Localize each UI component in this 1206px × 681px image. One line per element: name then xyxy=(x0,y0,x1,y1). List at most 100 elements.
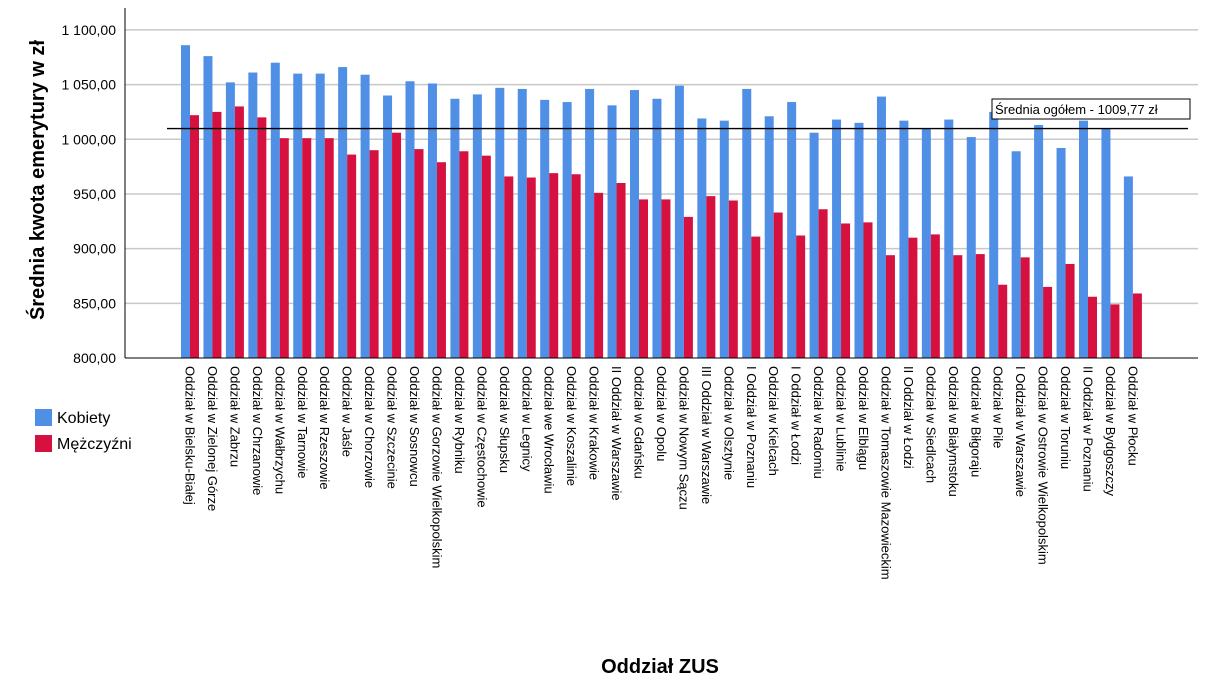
bar-kobiety xyxy=(383,95,393,358)
bar-kobiety xyxy=(360,74,370,358)
x-category-label: Oddział w Jaśle xyxy=(340,366,355,457)
bar-mezczyzni xyxy=(414,149,424,358)
x-category-label: Oddział w Siedlcach xyxy=(923,366,938,483)
bar-kobiety xyxy=(1011,151,1021,358)
bar-kobiety xyxy=(764,116,774,358)
bar-mezczyzni xyxy=(751,236,761,358)
bar-mezczyzni xyxy=(369,150,379,358)
bar-kobiety xyxy=(1101,128,1111,358)
bar-mezczyzni xyxy=(436,162,446,358)
bar-mezczyzni xyxy=(347,154,357,358)
axes xyxy=(124,8,1198,359)
y-tick-label: 1 000,00 xyxy=(62,131,117,147)
x-category-label: Oddział w Chorzowie xyxy=(362,366,377,488)
x-category-label: Oddział w Tarnowie xyxy=(295,366,310,478)
y-tick-label: 850,00 xyxy=(73,295,116,311)
x-category-label: II Oddział w Łodzi xyxy=(901,366,916,469)
x-category-label: Oddział w Nowym Sączu xyxy=(676,366,691,510)
bar-mezczyzni xyxy=(279,138,289,358)
bar-mezczyzni xyxy=(504,176,514,358)
bar-kobiety xyxy=(225,82,235,358)
bar-kobiety xyxy=(787,102,797,358)
bar-kobiety xyxy=(315,73,325,358)
bar-kobiety xyxy=(248,72,258,358)
bar-kobiety xyxy=(1079,120,1088,358)
x-category-label: Oddział w Ostrowie Wielkopolskim xyxy=(1036,366,1051,565)
bar-mezczyzni xyxy=(841,223,851,358)
bar-mezczyzni xyxy=(212,111,222,358)
x-category-label: Oddział w Zabrzu xyxy=(227,366,242,467)
y-tick-label: 800,00 xyxy=(73,350,116,366)
bar-kobiety xyxy=(203,56,213,358)
bar-kobiety xyxy=(652,98,662,358)
bar-mezczyzni xyxy=(683,216,693,358)
legend-label-kobiety: Kobiety xyxy=(57,410,110,427)
bar-kobiety xyxy=(338,67,348,358)
bar-kobiety xyxy=(674,85,684,358)
x-category-label: Oddział w Częstochowie xyxy=(474,366,489,508)
bar-kobiety xyxy=(293,73,303,358)
x-category-label: Oddział w Tomaszowie Mazowieckim xyxy=(878,366,893,580)
reference-label-box xyxy=(991,98,1191,120)
y-tick-labels: 800,00 850,00 900,00 950,00 1 000,00 1 050,00… xyxy=(62,22,117,366)
bar-mezczyzni xyxy=(257,117,267,358)
bar-mezczyzni xyxy=(885,255,895,358)
x-category-label: Oddział w Radomiu xyxy=(811,366,826,479)
bar-mezczyzni xyxy=(908,237,918,358)
bar-kobiety xyxy=(585,88,595,358)
legend-label-mezczyzni: Mężczyźni xyxy=(57,436,132,453)
x-category-label: Oddział w Szczecinie xyxy=(385,366,400,489)
y-tick-label: 900,00 xyxy=(73,241,116,257)
x-category-label: Oddział w Bydgoszczy xyxy=(1103,366,1118,497)
x-category-label: Oddział w Koszalinie xyxy=(564,366,579,486)
bar-mezczyzni xyxy=(459,151,469,358)
bar-kobiety xyxy=(719,120,729,358)
bar-series xyxy=(181,45,1142,358)
bar-kobiety xyxy=(540,99,550,358)
bar-mezczyzni xyxy=(661,199,671,358)
x-category-label: Oddział w Słupsku xyxy=(497,366,512,473)
x-category-label: Oddział w Olsztynie xyxy=(721,366,736,480)
bar-mezczyzni xyxy=(1088,296,1097,358)
bar-kobiety xyxy=(450,98,460,358)
x-category-label: Oddział w Rzeszowie xyxy=(317,366,332,490)
x-category-label: Oddział w Legnicy xyxy=(519,366,534,472)
bar-kobiety xyxy=(630,90,639,358)
y-axis-title: Średnia kwota emerytury w zł xyxy=(25,40,49,321)
y-tick-label: 1 050,00 xyxy=(62,77,117,93)
bar-mezczyzni xyxy=(639,199,648,358)
x-category-label: Oddział w Biłgoraju xyxy=(968,366,983,477)
x-category-label: Oddział w Kielcach xyxy=(766,366,781,476)
bar-kobiety xyxy=(427,83,437,358)
bar-kobiety xyxy=(944,119,954,358)
x-category-label: Oddział w Chrzanowie xyxy=(250,366,265,495)
x-category-label: I Oddział w Poznaniu xyxy=(744,366,759,488)
x-category-label: Oddział w Białymstoku xyxy=(946,366,961,497)
x-category-label: Oddział w Wałbrzychu xyxy=(272,366,287,494)
bar-mezczyzni xyxy=(1110,304,1120,358)
bar-mezczyzni xyxy=(1065,263,1075,358)
bar-mezczyzni xyxy=(616,183,626,358)
reference-line-group: Średnia ogółem - 1009,77 zł xyxy=(167,98,1191,130)
bar-mezczyzni xyxy=(190,115,199,358)
x-category-labels: Oddział w Bielsku-Białej Oddział w Zielon… xyxy=(183,366,1141,580)
bar-mezczyzni xyxy=(930,234,940,358)
bar-mezczyzni xyxy=(975,254,985,358)
x-category-label: Oddział w Elblągu xyxy=(856,366,871,470)
bar-mezczyzni xyxy=(706,196,716,358)
bar-mezczyzni xyxy=(773,212,783,358)
x-category-label: Oddział w Rybniku xyxy=(452,366,467,474)
legend-swatch-kobiety xyxy=(35,409,52,426)
y-tick-label: 1 100,00 xyxy=(62,22,117,38)
bar-kobiety xyxy=(966,137,976,358)
bar-mezczyzni xyxy=(818,209,828,358)
bar-kobiety xyxy=(921,128,931,358)
x-category-label: III Oddział w Warszawie xyxy=(699,366,714,504)
bar-kobiety xyxy=(607,105,617,358)
x-category-label: Oddział w Lublinie xyxy=(834,366,849,472)
bar-mezczyzni xyxy=(796,235,806,358)
y-tick-label: 950,00 xyxy=(73,186,116,202)
bar-kobiety xyxy=(1056,148,1066,358)
x-category-label: Oddział w Bielsku-Białej xyxy=(183,366,198,505)
x-category-label: I Oddział w Warszawie xyxy=(1013,366,1028,497)
